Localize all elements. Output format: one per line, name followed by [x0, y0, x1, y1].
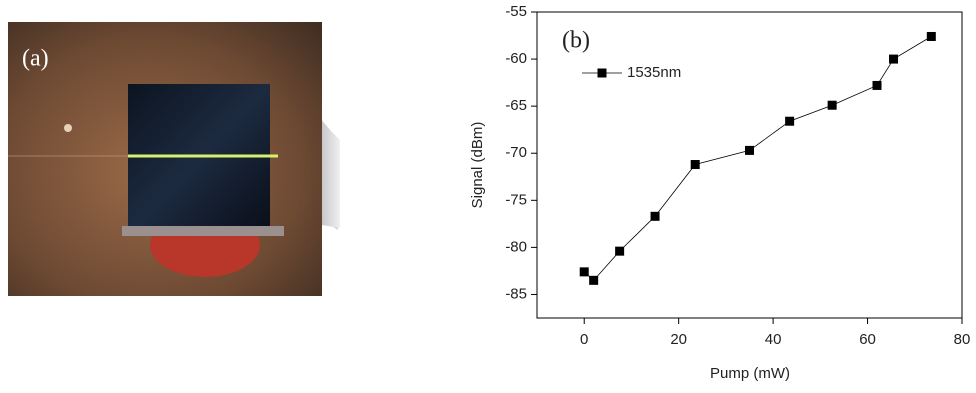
data-point — [579, 267, 589, 277]
data-point — [690, 160, 700, 170]
data-point — [745, 145, 754, 155]
plot-frame — [536, 11, 963, 319]
panel-label: (a) — [22, 46, 49, 72]
legend-label: 1535nm — [627, 64, 681, 81]
data-point — [889, 54, 899, 64]
y-tick-label: -80 — [505, 238, 527, 255]
data-point — [926, 31, 936, 41]
x-tick-label: 0 — [580, 331, 588, 348]
y-axis-title: Signal (dBm) — [469, 122, 486, 209]
data-point — [827, 100, 837, 110]
data-point — [650, 211, 660, 221]
data-point — [785, 116, 795, 126]
y-tick-label: -55 — [505, 3, 527, 20]
y-tick-label: -70 — [505, 144, 527, 161]
panel-label: (b) — [562, 28, 590, 54]
y-tick-label: -60 — [505, 50, 527, 67]
x-tick-label: 60 — [859, 331, 876, 348]
x-axis-title: Pump (mW) — [710, 365, 790, 382]
x-tick-label: 20 — [670, 331, 687, 348]
data-point — [872, 80, 882, 90]
y-tick-label: -85 — [505, 285, 527, 302]
photo: (a) — [8, 22, 340, 296]
data-point — [589, 275, 599, 285]
data-point — [615, 246, 625, 256]
y-tick-label: -75 — [505, 191, 527, 208]
y-tick-label: -65 — [505, 97, 527, 114]
x-tick-label: 40 — [765, 331, 782, 348]
x-tick-label: 80 — [954, 331, 971, 348]
legend-marker — [597, 68, 607, 78]
